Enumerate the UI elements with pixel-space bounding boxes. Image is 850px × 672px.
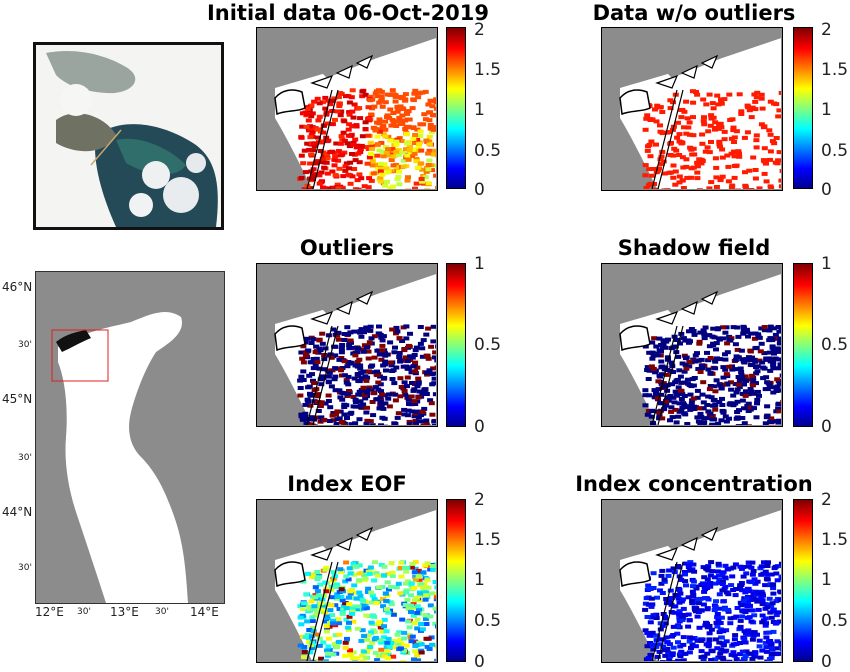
colorbar-tick: 2 xyxy=(821,20,832,40)
colorbar xyxy=(446,499,466,662)
colorbar xyxy=(793,263,813,427)
index-concentration-map xyxy=(601,499,783,663)
map-lon-label: 12°E xyxy=(35,605,64,619)
colorbar-tick: 1 xyxy=(474,254,485,274)
colorbar xyxy=(446,263,466,427)
colorbar-tick: 1 xyxy=(821,100,832,120)
colorbar-tick: 1.5 xyxy=(821,60,849,80)
map-lat-label: 45°N xyxy=(2,392,33,406)
colorbar-tick: 0.5 xyxy=(821,335,849,355)
panel-title: Index EOF xyxy=(287,472,407,496)
index-eof-map xyxy=(256,499,438,663)
overview-map xyxy=(35,271,225,604)
colorbar-tick: 0 xyxy=(821,180,832,200)
colorbar-tick: 0 xyxy=(821,417,832,437)
panel-title: Index concentration xyxy=(575,472,813,496)
colorbar-tick: 0 xyxy=(821,652,832,672)
colorbar-tick: 0.5 xyxy=(474,141,502,161)
colorbar-tick: 2 xyxy=(821,490,832,510)
colorbar-tick: 1 xyxy=(821,570,832,590)
colorbar-tick: 0 xyxy=(474,180,485,200)
panel-title: Data w/o outliers xyxy=(592,1,796,25)
panel-title: Shadow field xyxy=(617,236,771,260)
colorbar xyxy=(446,27,466,189)
panel-title: Initial data 06-Oct-2019 xyxy=(206,1,490,25)
satellite-image-frame xyxy=(33,42,224,230)
colorbar-tick: 0.5 xyxy=(821,141,849,161)
initial-data-map xyxy=(256,27,438,191)
map-lat-label: 30' xyxy=(18,340,32,350)
colorbar-tick: 0.5 xyxy=(821,611,849,631)
colorbar-tick: 2 xyxy=(474,20,485,40)
colorbar-tick: 1.5 xyxy=(474,60,502,80)
colorbar-tick: 1 xyxy=(474,570,485,590)
map-lon-label: 13°E xyxy=(110,605,139,619)
satellite-image xyxy=(36,45,221,227)
colorbar-tick: 2 xyxy=(474,490,485,510)
colorbar-tick: 1 xyxy=(821,254,832,274)
panel-title: Outliers xyxy=(299,236,395,260)
map-lon-label: 14°E xyxy=(190,605,219,619)
colorbar xyxy=(793,27,813,189)
colorbar-tick: 0.5 xyxy=(474,611,502,631)
map-lat-label: 30' xyxy=(18,453,32,463)
colorbar-tick: 0 xyxy=(474,652,485,672)
colorbar-tick: 0 xyxy=(474,417,485,437)
data-without-outliers-map xyxy=(601,27,783,191)
shadow-field-map xyxy=(601,263,783,427)
map-lat-label: 46°N xyxy=(2,280,33,294)
colorbar-tick: 1.5 xyxy=(474,530,502,550)
map-lat-label: 44°N xyxy=(2,505,33,519)
colorbar-tick: 0.5 xyxy=(474,335,502,355)
map-lon-label: 30' xyxy=(77,607,91,617)
colorbar xyxy=(793,499,813,662)
outliers-map xyxy=(256,263,438,427)
map-lat-label: 30' xyxy=(18,563,32,573)
map-lon-label: 30' xyxy=(155,607,169,617)
colorbar-tick: 1 xyxy=(474,100,485,120)
colorbar-tick: 1.5 xyxy=(821,530,849,550)
